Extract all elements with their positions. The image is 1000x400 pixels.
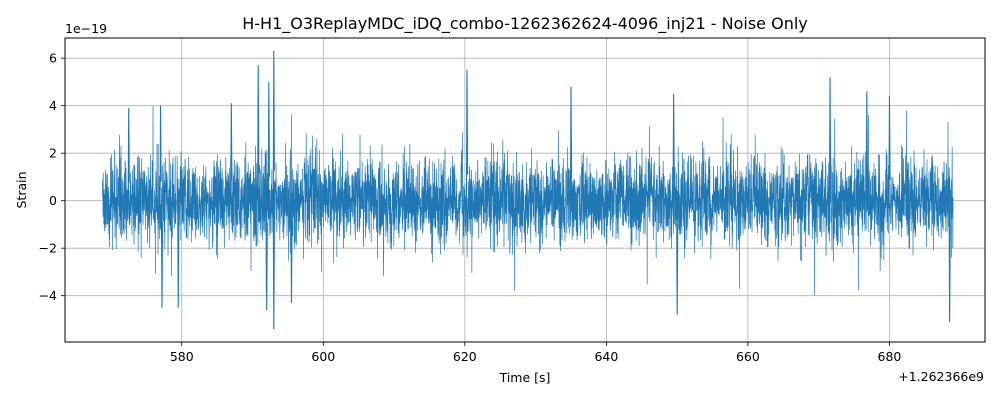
chart-title: H-H1_O3ReplayMDC_iDQ_combo-1262362624-40… xyxy=(242,14,808,34)
series-peak xyxy=(230,103,233,201)
series-peak xyxy=(672,93,675,201)
x-tick-label: 680 xyxy=(878,349,902,364)
series-peak xyxy=(569,86,573,201)
series-peak xyxy=(127,108,130,201)
x-tick-label: 580 xyxy=(170,349,194,364)
series-peak xyxy=(888,96,891,201)
series-peak xyxy=(272,51,275,201)
series-peak xyxy=(828,77,832,201)
y-tick-label: 4 xyxy=(49,98,57,113)
series-peak xyxy=(159,105,162,201)
series-strain xyxy=(102,51,954,329)
y-scale-label: 1e−19 xyxy=(65,21,107,36)
x-tick-label: 660 xyxy=(736,349,760,364)
series-peak xyxy=(465,70,469,201)
x-tick-label: 600 xyxy=(311,349,335,364)
y-tick-label: 6 xyxy=(49,51,57,66)
y-axis-ticks: −4 −2 0 2 4 6 xyxy=(39,51,65,303)
series-peak xyxy=(267,81,270,201)
y-axis-label: Strain xyxy=(14,171,29,208)
x-axis-ticks: 580 600 620 640 660 680 xyxy=(170,342,902,364)
y-tick-label: 0 xyxy=(49,193,57,208)
y-tick-label: −4 xyxy=(39,288,57,303)
x-tick-label: 640 xyxy=(594,349,618,364)
series-peak xyxy=(865,91,868,201)
x-tick-label: 620 xyxy=(453,349,477,364)
series-peak xyxy=(257,65,260,201)
y-tick-label: 2 xyxy=(49,146,57,161)
axes-frame xyxy=(64,37,986,343)
x-axis-label: Time [s] xyxy=(499,370,551,385)
series-line xyxy=(102,106,954,296)
y-tick-label: −2 xyxy=(39,241,57,256)
x-offset-label: +1.262366e9 xyxy=(898,369,984,384)
